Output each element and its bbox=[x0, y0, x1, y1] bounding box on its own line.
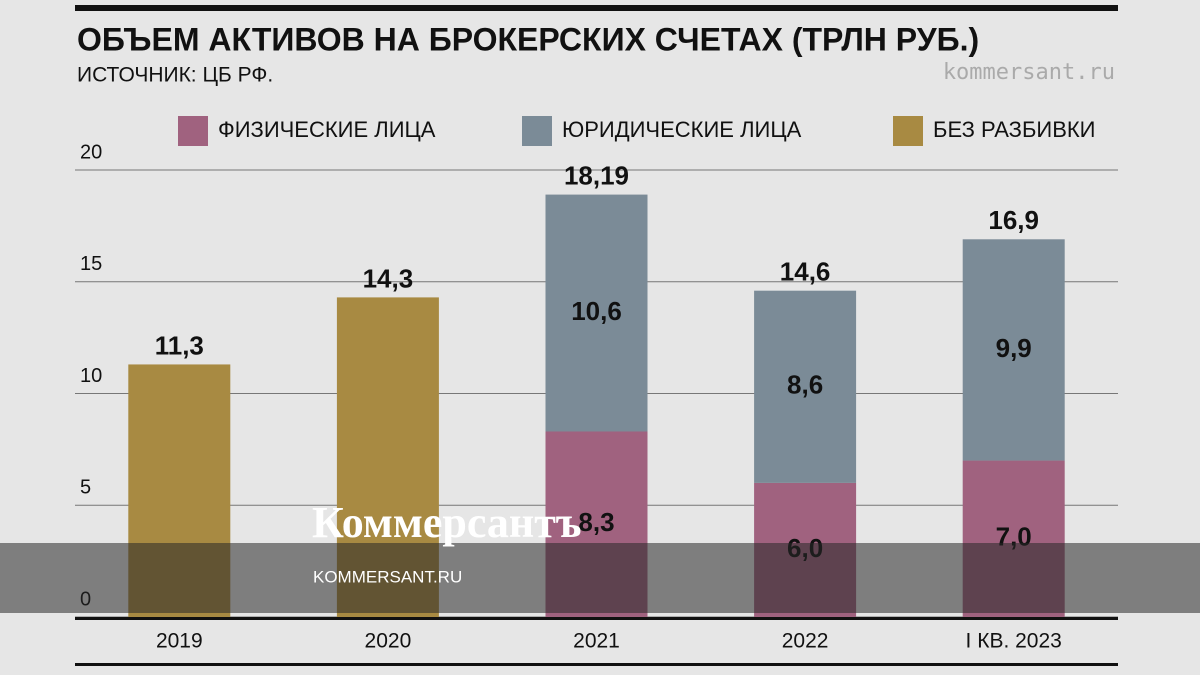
total-label: 16,9 bbox=[988, 205, 1039, 235]
subtitle: ИСТОЧНИК: ЦБ РФ. bbox=[77, 64, 273, 87]
y-tick-label: 5 bbox=[80, 477, 91, 499]
watermark: Коммерсантъ bbox=[312, 498, 582, 547]
legend-swatch bbox=[178, 116, 208, 146]
y-tick-label: 20 bbox=[80, 141, 102, 163]
legend-swatch bbox=[893, 116, 923, 146]
legend-swatch bbox=[522, 116, 552, 146]
bar-segment bbox=[545, 194, 648, 432]
top-rule bbox=[75, 5, 1118, 11]
total-label: 14,6 bbox=[780, 257, 831, 287]
legend-label: ФИЗИЧЕСКИЕ ЛИЦА bbox=[218, 117, 436, 142]
source-site: kommersant.ru bbox=[943, 60, 1115, 85]
total-label: 18,19 bbox=[564, 160, 629, 190]
watermark-site: KOMMERSANT.RU bbox=[313, 567, 462, 586]
value-label: 10,6 bbox=[571, 296, 622, 326]
y-tick-label: 10 bbox=[80, 365, 102, 387]
x-axis bbox=[75, 617, 1118, 620]
value-label: 8,6 bbox=[787, 370, 823, 400]
x-tick-label: I КВ. 2023 bbox=[966, 630, 1062, 653]
chart-title: ОБЪЕМ АКТИВОВ НА БРОКЕРСКИХ СЧЕТАХ (ТРЛН… bbox=[77, 21, 979, 57]
x-tick-label: 2022 bbox=[782, 630, 829, 653]
x-tick-label: 2021 bbox=[573, 630, 620, 653]
bar-segment bbox=[962, 239, 1065, 461]
watermark-band bbox=[0, 543, 1200, 613]
x-tick-label: 2020 bbox=[365, 630, 412, 653]
value-label: 9,9 bbox=[996, 333, 1032, 363]
legend-label: БЕЗ РАЗБИВКИ bbox=[933, 117, 1096, 142]
y-tick-label: 15 bbox=[80, 253, 102, 275]
bar-segment bbox=[754, 290, 857, 483]
bottom-rule bbox=[75, 663, 1118, 666]
value-label: 14,3 bbox=[363, 263, 414, 293]
value-label: 8,3 bbox=[578, 507, 614, 537]
x-tick-label: 2019 bbox=[156, 630, 203, 653]
value-label: 11,3 bbox=[155, 330, 204, 360]
legend-label: ЮРИДИЧЕСКИЕ ЛИЦА bbox=[562, 117, 802, 142]
